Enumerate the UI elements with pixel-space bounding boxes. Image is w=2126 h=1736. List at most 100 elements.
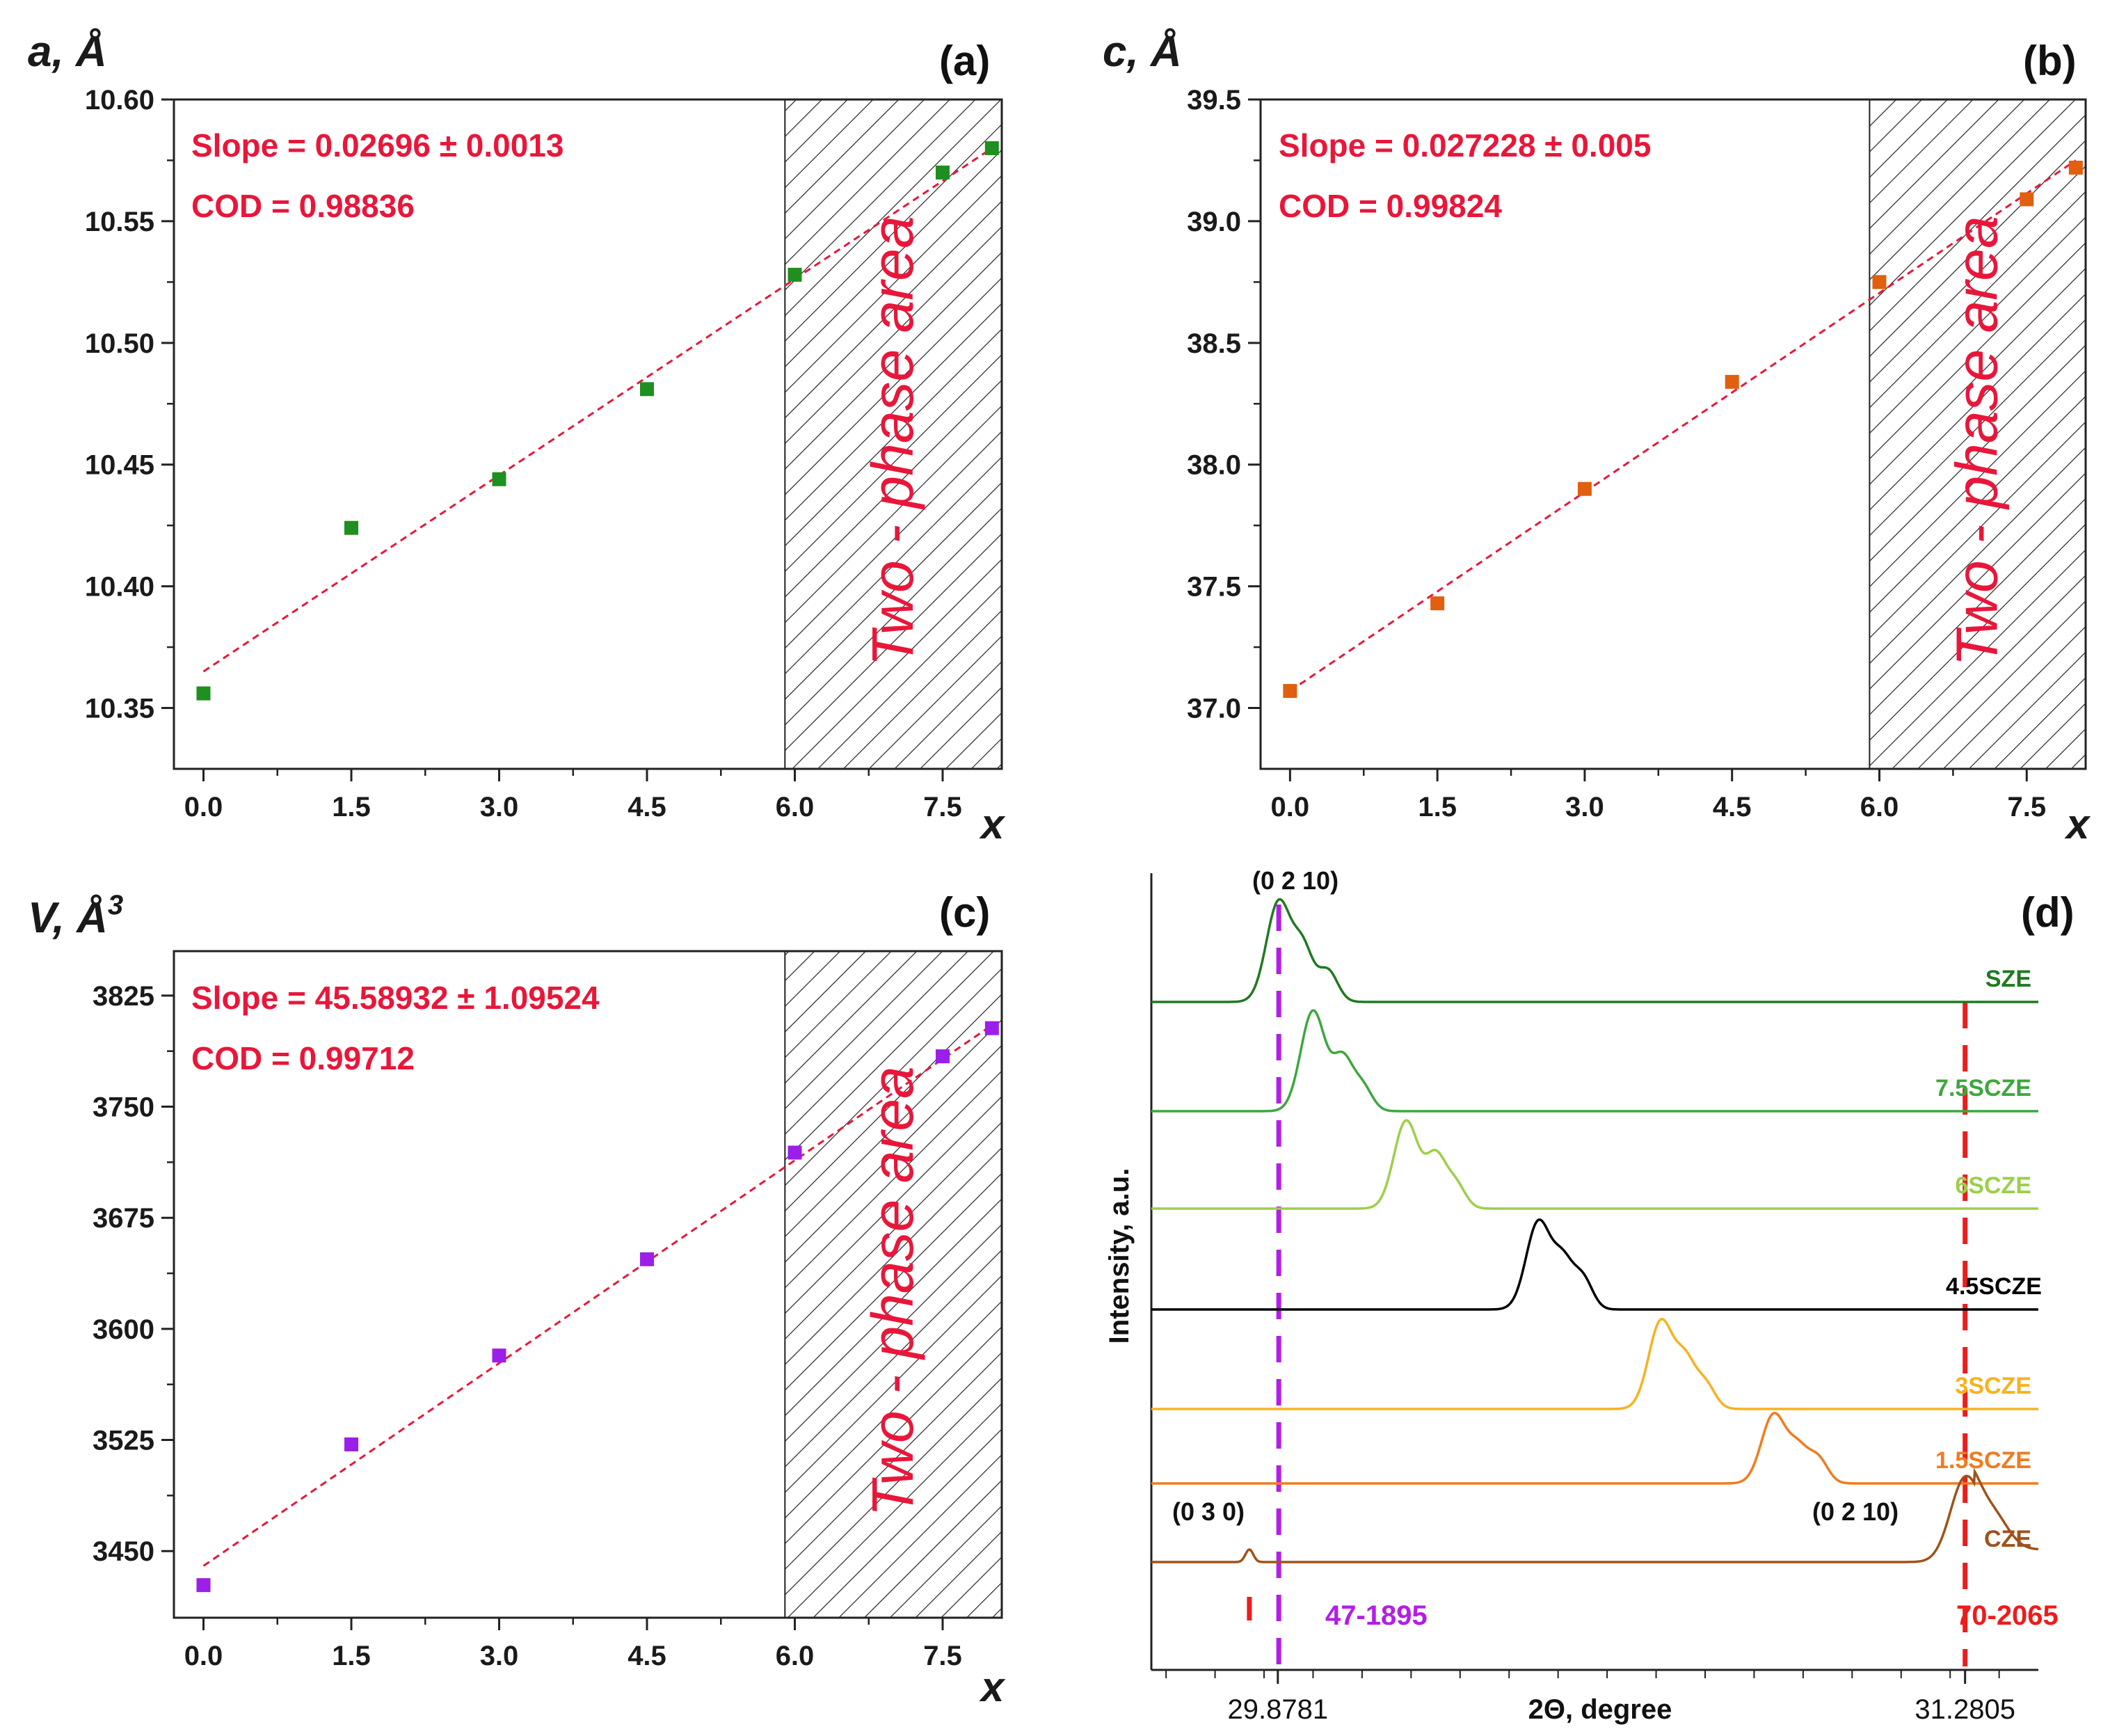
data-point <box>344 1437 358 1451</box>
y-tick-label: 3825 <box>93 981 154 1012</box>
panel-c-fit-line <box>202 1024 993 1567</box>
xrd-trace <box>1151 898 2038 1003</box>
panel-d-ref-label-2: 70-2065 <box>1956 1600 2059 1631</box>
trace-label: 7.5SCZE <box>1935 1075 2031 1101</box>
data-point <box>2068 160 2083 175</box>
panel-a-hatch-region <box>784 99 1003 770</box>
y-tick-label: 10.35 <box>85 694 154 724</box>
y-tick-label: 37.0 <box>1187 694 1241 724</box>
xrd-trace <box>1151 1009 2038 1113</box>
data-point <box>196 1578 211 1593</box>
y-tick-label: 10.55 <box>85 207 154 237</box>
panel-c: 0.0 1.5 3.0 4.5 6.0 7.5 3450 3525 3600 3675 3750 38… <box>28 889 1006 1710</box>
panel-b-ylabel: c, Å <box>1103 28 1182 76</box>
panel-d-xlabel: 2Θ, degree <box>1528 1694 1672 1725</box>
panel-a-xlabel: x <box>979 801 1006 847</box>
panel-b-region-label: Two - phase area <box>1944 216 2010 666</box>
panel-d: 29.8781 31.2805 SZE 7.5SCZE 6SCZE 4.5SCZE 3SC… <box>1104 866 2075 1725</box>
x-tick-label: 1.5 <box>1418 792 1457 822</box>
data-point <box>936 1049 950 1064</box>
y-tick-label: 3675 <box>93 1203 154 1234</box>
data-point <box>936 165 950 180</box>
y-tick-label: 38.5 <box>1187 328 1241 359</box>
y-tick-label: 10.50 <box>85 328 154 359</box>
panel-a-ticks: 0.0 1.5 3.0 4.5 6.0 7.5 10.35 10.40 10.45 10.50 10… <box>85 85 962 822</box>
xrd-trace <box>1151 1467 2039 1563</box>
panel-c-ticks: 0.0 1.5 3.0 4.5 6.0 7.5 3450 3525 3600 3675 3750 38… <box>93 981 962 1671</box>
x-tick-label: 1.5 <box>332 1641 371 1671</box>
panel-b-hatch-region <box>1869 99 2086 770</box>
panel-a: 0.0 1.5 3.0 4.5 6.0 7.5 10.35 10.40 10.45 10.50 10… <box>28 28 1006 847</box>
panel-a-slope: Slope = 0.02696 ± 0.0013 <box>191 127 564 164</box>
x-tick-label: 7.5 <box>2007 792 2046 822</box>
data-point <box>640 382 654 397</box>
panel-c-cod: COD = 0.99712 <box>191 1040 415 1076</box>
panel-c-ylabel: V, Å3 <box>28 890 123 942</box>
y-tick-label: 37.5 <box>1187 572 1241 603</box>
data-point <box>640 1252 654 1266</box>
panel-a-ylabel: a, Å <box>28 28 107 76</box>
data-point <box>984 1021 999 1035</box>
x-tick-label: 4.5 <box>1713 792 1752 822</box>
panel-a-points <box>196 141 999 701</box>
y-tick-label: 39.0 <box>1187 207 1241 237</box>
xrd-trace <box>1151 1218 2038 1311</box>
y-tick-label: 10.40 <box>85 572 154 603</box>
y-tick-label: 3600 <box>93 1314 154 1345</box>
panel-b-slope: Slope = 0.027228 ± 0.005 <box>1279 127 1651 164</box>
panel-a-region-label: Two - phase area <box>860 216 925 666</box>
panel-d-traces <box>1151 898 2039 1563</box>
x-tick-label: 6.0 <box>776 1641 815 1671</box>
panel-d-peak-label-030: (0 3 0) <box>1172 1497 1245 1526</box>
trace-label: 1.5SCZE <box>1935 1447 2031 1474</box>
panel-d-letter: (d) <box>2021 889 2075 936</box>
panel-d-ylabel: Intensity, a.u. <box>1104 1168 1135 1344</box>
xrd-trace <box>1151 1318 2038 1410</box>
data-point <box>196 686 211 701</box>
panel-c-slope: Slope = 45.58932 ± 1.09524 <box>191 980 600 1016</box>
trace-label: 3SCZE <box>1955 1373 2031 1399</box>
data-point <box>788 1145 802 1160</box>
panel-b: 0.0 1.5 3.0 4.5 6.0 7.5 37.0 37.5 38.0 38.5 39.0 39… <box>1103 28 2091 847</box>
data-point <box>984 141 999 155</box>
panel-d-reference-lines <box>1247 905 1968 1666</box>
panel-b-ticks: 0.0 1.5 3.0 4.5 6.0 7.5 37.0 37.5 38.0 38.5 39.0 39… <box>1187 85 2046 822</box>
xrd-trace <box>1151 1119 2038 1210</box>
data-point <box>788 267 802 282</box>
y-tick-label: 10.60 <box>85 85 154 116</box>
panel-c-xlabel: x <box>979 1664 1006 1710</box>
trace-label: SZE <box>1985 966 2031 992</box>
trace-label: 6SCZE <box>1955 1172 2031 1199</box>
panel-b-xlabel: x <box>2064 801 2091 847</box>
y-tick-label: 3525 <box>93 1426 154 1456</box>
x-tick-label: 1.5 <box>332 792 371 822</box>
panel-b-letter: (b) <box>2023 38 2077 84</box>
panel-b-cod: COD = 0.99824 <box>1279 188 1502 224</box>
panel-a-cod: COD = 0.98836 <box>191 188 415 224</box>
x-tick-label: 4.5 <box>628 792 666 822</box>
panel-c-letter: (c) <box>939 889 990 936</box>
trace-label: CZE <box>1984 1526 2031 1552</box>
data-point <box>1872 275 1887 289</box>
panel-d-ref-label-1: 47-1895 <box>1325 1600 1428 1631</box>
x-tick-label: 6.0 <box>776 792 815 822</box>
panel-d-ticks: 29.8781 31.2805 <box>1165 1670 2015 1725</box>
data-point <box>492 472 506 486</box>
panel-a-fit-line <box>202 147 993 673</box>
x-tick-label: 7.5 <box>923 792 962 822</box>
y-tick-label: 3450 <box>93 1536 154 1567</box>
trace-label: 4.5SCZE <box>1946 1273 2042 1300</box>
panel-b-frame <box>1259 98 2087 770</box>
data-point <box>1577 481 1592 496</box>
panel-d-peak-label-sze: (0 2 10) <box>1252 866 1338 895</box>
panel-d-trace-labels: SZE 7.5SCZE 6SCZE 4.5SCZE 3SCZE 1.5SCZE CZE <box>1935 966 2042 1552</box>
d-x-tick-label: 29.8781 <box>1228 1694 1329 1725</box>
panel-c-points <box>196 1021 999 1593</box>
panel-c-ylabel-main: V, Å <box>28 894 108 942</box>
x-tick-label: 0.0 <box>184 792 223 822</box>
panel-c-frame <box>173 950 1003 1619</box>
data-point <box>1283 684 1297 699</box>
x-tick-label: 6.0 <box>1860 792 1899 822</box>
x-tick-label: 3.0 <box>1565 792 1604 822</box>
